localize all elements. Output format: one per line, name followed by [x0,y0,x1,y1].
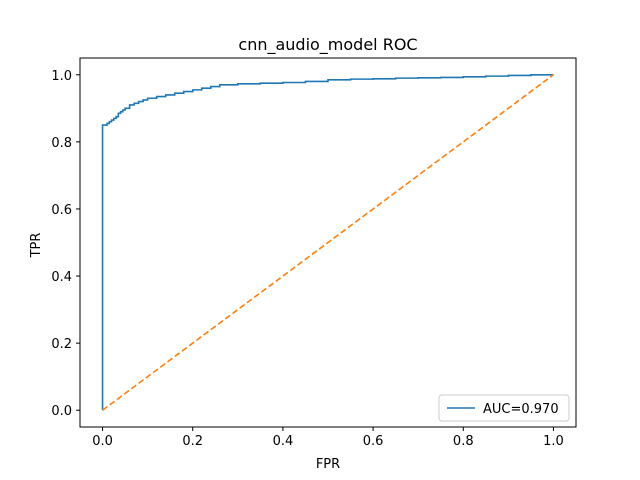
y-tick-label: 0.8 [51,136,72,151]
axes-frame [79,57,577,428]
y-tick-label: 0.4 [51,270,72,285]
y-tick-label: 0.6 [51,203,72,218]
x-tick-label: 0.2 [182,434,203,449]
y-tick-label: 0.0 [51,404,72,419]
y-tick-label: 1.0 [51,69,72,84]
x-tick-label: 0.4 [273,434,294,449]
y-axis-label: TPR [29,233,44,259]
x-axis-label: FPR [316,457,340,472]
x-axis-ticks: 0.0 0.2 0.4 0.6 0.8 1.0 [92,427,564,449]
series-line-0 [101,73,554,411]
chart-title: cnn_audio_model ROC [238,35,417,55]
x-tick-label: 1.0 [543,434,564,449]
x-tick-label: 0.6 [363,434,384,449]
series-layer [101,73,554,411]
y-axis-ticks: 0.0 0.2 0.4 0.6 0.8 1.0 [51,69,80,419]
legend-box [438,394,570,422]
legend: AUC=0.970 [438,394,570,422]
y-tick-label: 0.2 [51,337,72,352]
legend-entry-label: AUC=0.970 [483,402,559,417]
x-tick-label: 0.8 [453,434,474,449]
plot-area [101,73,554,411]
x-tick-label: 0.0 [92,434,113,449]
series-line-1 [102,74,554,411]
